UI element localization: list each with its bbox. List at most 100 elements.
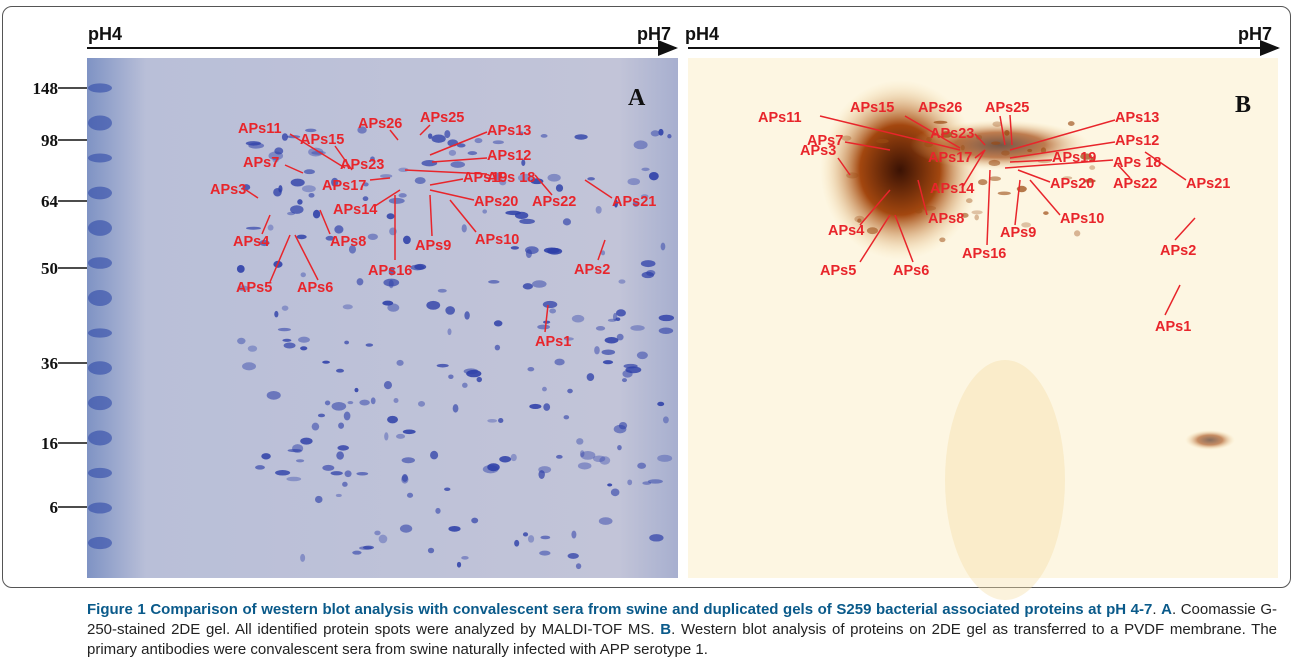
leader-line [374,189,401,207]
leader-line [1004,159,1114,169]
marker-band [88,220,112,236]
figure-frame [2,6,1291,588]
spot [547,173,561,182]
spot-label: APs25 [985,100,1029,116]
spot [529,403,542,410]
caption-segment: A [1161,601,1172,618]
spot [549,308,557,314]
spot [301,185,316,193]
spot [297,199,303,205]
spot [1073,230,1081,237]
spot-label: APs26 [358,116,402,132]
spot [647,479,663,484]
spot [406,492,414,498]
spot [402,429,416,435]
spot [594,346,600,355]
spot [401,475,409,484]
spot [577,462,592,470]
spot [595,326,606,331]
spot [542,300,558,309]
panel-letter: B [1235,92,1251,118]
spot [598,517,613,525]
spot [356,278,364,286]
spot [295,459,305,463]
marker-band [88,115,112,131]
spot [344,470,352,478]
spot [933,120,948,124]
spot [396,359,404,366]
leader-line [429,194,433,237]
spot [494,172,500,181]
spot [374,530,381,536]
leader-line [431,157,488,163]
spot [466,369,482,378]
spot [632,200,639,207]
ph-right: pH7 [1238,24,1272,44]
spot [431,134,446,143]
leader-line [289,133,346,169]
spot [612,312,618,321]
leader-line [429,189,475,201]
spot [347,400,354,405]
spot [487,419,498,423]
spot [331,177,339,187]
leader-line [974,133,986,146]
leader-line [597,239,606,261]
spot [300,346,308,351]
spot-label: APs12 [487,148,531,164]
spot [637,462,647,469]
spot [658,327,674,335]
spot [365,343,374,347]
spot [303,169,315,175]
spot [522,532,529,537]
spot [604,337,619,344]
spot [1040,147,1047,154]
spot [315,495,323,504]
leader-line [859,189,891,226]
spot [532,280,547,288]
spot [658,314,675,322]
spot [617,445,622,451]
spot [492,140,504,145]
stain [945,360,1065,600]
spot [300,272,306,278]
spot-label: APs1 [535,334,571,350]
spot [334,225,344,234]
spot [636,351,648,360]
spot-label: APs10 [475,232,519,248]
spot [992,121,1002,127]
spot [521,159,526,166]
leader-line [917,179,928,216]
spot [627,479,633,486]
spot [974,214,979,221]
spot-label: APs22 [532,194,576,210]
mw-label: 148 [33,79,59,98]
spot [296,234,307,240]
spot [539,550,551,556]
spot [462,382,468,388]
spot [255,465,265,470]
spot [607,483,613,487]
spot [618,279,626,284]
spot-label: APs8 [928,211,964,227]
spot [517,173,534,182]
spot [324,400,331,406]
spot [499,456,512,463]
spot [510,246,520,250]
spot [403,235,411,245]
mw-label: 16 [41,434,58,453]
spot-label: APs21 [1186,176,1230,192]
spot [370,156,375,162]
spot [383,278,400,287]
spot [308,147,324,157]
spot [286,476,302,482]
spot [456,561,462,568]
spot [1089,165,1096,170]
spot [471,517,479,524]
spot-label: APs2 [1160,243,1196,259]
spot [657,401,665,407]
spot [567,388,573,394]
spot [283,342,296,349]
leader-line [1014,179,1021,226]
marker-band [88,257,112,269]
